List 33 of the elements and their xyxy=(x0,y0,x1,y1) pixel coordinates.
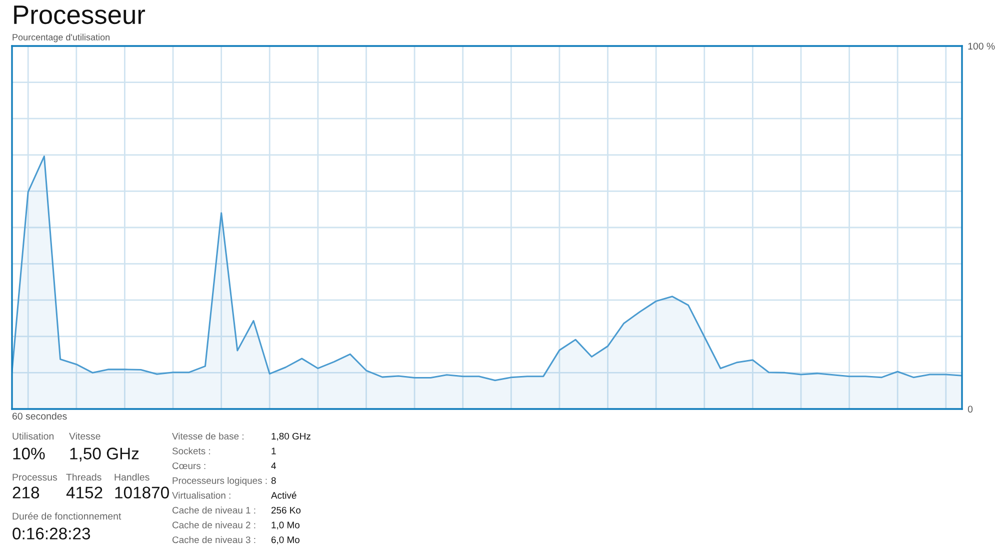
text: 6,0 Mo xyxy=(271,536,300,544)
text: 0:16:28:23 xyxy=(12,528,90,540)
chart-title: Processeur xyxy=(14,6,146,24)
text: 1,80 GHz xyxy=(272,432,310,441)
text: Threads xyxy=(66,473,102,481)
text: Handles xyxy=(114,473,150,481)
text: 8 xyxy=(271,477,276,484)
y-tick-label: 100 % xyxy=(968,42,995,50)
text: 218 xyxy=(12,486,40,498)
text: Activé xyxy=(271,492,296,499)
text: Sockets : xyxy=(172,447,210,454)
y-tick-label: 0 xyxy=(968,406,973,413)
x-axis-title: 60 secondes xyxy=(12,412,67,420)
text: Cœurs : xyxy=(172,462,206,470)
text: Utilisation xyxy=(12,432,54,440)
text: Processus xyxy=(12,474,58,481)
text: Virtualisation : xyxy=(172,492,230,499)
text: 10% xyxy=(13,448,45,460)
text: 1,50 GHz xyxy=(70,448,139,462)
y-axis-title: Pourcentage d'utilisation xyxy=(12,34,110,42)
text: 1,0 Mo xyxy=(272,522,300,530)
text: 101870 xyxy=(115,486,169,498)
text: Cache de niveau 2 : xyxy=(172,521,256,528)
text: Durée de fonctionnement xyxy=(12,512,122,520)
text: Cache de niveau 1 : xyxy=(172,506,256,514)
text: Vitesse xyxy=(69,432,100,440)
text: 4152 xyxy=(66,486,102,498)
text: Vitesse de base : xyxy=(172,432,244,440)
text: 1 xyxy=(272,448,276,454)
text: Cache de niveau 3 : xyxy=(172,536,256,544)
text: Processeurs logiques : xyxy=(172,477,267,486)
text: 4 xyxy=(271,462,276,470)
text: 256 Ko xyxy=(271,506,301,514)
